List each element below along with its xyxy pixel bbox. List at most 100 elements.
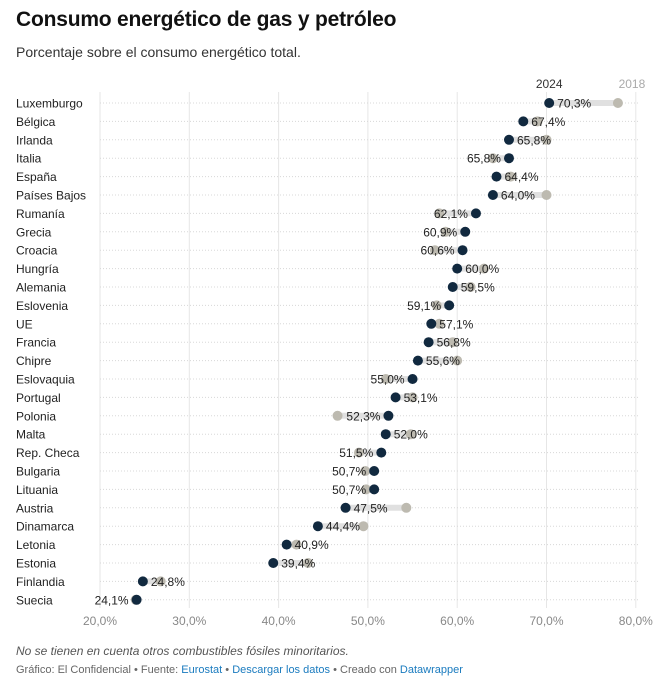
chart-subtitle: Porcentaje sobre el consumo energético t… (16, 44, 301, 60)
value-label-2024: 60,6% (421, 244, 455, 258)
dot-2018 (434, 208, 445, 219)
category-label: Portugal (16, 391, 61, 405)
created-prefix: • Creado con (330, 664, 400, 676)
value-label-2024: 64,0% (501, 189, 535, 203)
value-label-2024: 65,8% (517, 133, 551, 147)
category-label: Luxemburgo (16, 97, 83, 111)
dot-2024 (383, 410, 394, 421)
dot-2018 (434, 318, 445, 329)
value-label-2024: 59,1% (407, 299, 441, 313)
dot-2018 (303, 558, 314, 568)
dot-2024 (491, 171, 502, 182)
footnote: No se tienen en cuenta otros combustible… (16, 644, 349, 658)
value-label-2024: 53,1% (404, 391, 438, 405)
category-label: Estonia (16, 557, 56, 571)
category-label: Hungría (16, 262, 59, 276)
dot-2024 (452, 263, 463, 274)
dot-2024 (380, 429, 391, 440)
source-prefix: Gráfico: El Confidencial • Fuente: (16, 664, 182, 676)
category-label: Bulgaria (16, 465, 60, 479)
dot-2024 (268, 558, 279, 568)
category-label: Eslovaquia (16, 373, 75, 387)
dot-2024 (503, 134, 514, 145)
category-label: Países Bajos (16, 189, 86, 203)
value-label-2024: 70,3% (557, 97, 591, 111)
category-label: Lituania (16, 483, 58, 497)
category-label: Rumanía (16, 207, 65, 221)
category-label: Rep. Checa (16, 446, 80, 460)
category-label: Italia (16, 152, 42, 166)
category-label: Malta (16, 428, 46, 442)
dot-2018 (541, 190, 552, 200)
category-label: Irlanda (16, 133, 53, 147)
category-label: UE (16, 317, 33, 331)
dot-2024 (340, 502, 351, 513)
dot-2024 (390, 392, 401, 403)
category-label: Finlandia (16, 575, 65, 589)
x-tick-label: 20,0% (83, 614, 117, 628)
dot-2024 (312, 521, 323, 532)
dot-2024 (487, 190, 498, 200)
x-tick-label: 70,0% (529, 614, 563, 628)
separator: • (222, 664, 233, 676)
dot-2024 (457, 245, 468, 256)
dot-2018 (505, 171, 516, 182)
value-label-2024: 24,1% (95, 593, 129, 607)
value-label-2024: 52,3% (346, 409, 380, 423)
dot-2018 (532, 116, 543, 127)
legend-2024: 2024 (536, 77, 563, 91)
dot-2024 (376, 447, 387, 458)
dot-2018 (380, 374, 391, 384)
legend-2018: 2018 (619, 77, 646, 91)
value-label-2024: 64,4% (504, 170, 538, 184)
dot-2024 (369, 466, 380, 476)
datawrapper-link[interactable]: Datawrapper (399, 664, 463, 676)
dot-2018 (487, 153, 498, 164)
dot-2024 (407, 374, 418, 384)
category-label: Polonia (16, 409, 56, 423)
category-label: Letonia (16, 538, 56, 552)
eurostat-link[interactable]: Eurostat (181, 664, 223, 676)
dot-2018 (431, 300, 442, 311)
value-label-2024: 65,8% (467, 152, 501, 166)
category-label: Eslovenia (16, 299, 68, 313)
value-label-2024: 59,5% (461, 281, 495, 295)
x-tick-label: 80,0% (619, 614, 653, 628)
value-label-2024: 55,0% (371, 373, 405, 387)
download-data-link[interactable]: Descargar los datos (232, 664, 331, 676)
value-label-2024: 24,8% (151, 575, 185, 589)
dot-2024 (544, 98, 555, 108)
value-label-2024: 47,5% (354, 501, 388, 515)
dot-2018 (405, 429, 416, 440)
dot-2024 (503, 153, 514, 164)
dot-2018 (541, 134, 552, 145)
dot-2024 (281, 539, 292, 550)
value-label-2024: 67,4% (531, 115, 565, 129)
x-tick-label: 40,0% (262, 614, 296, 628)
x-tick-label: 60,0% (440, 614, 474, 628)
category-label: Croacia (16, 244, 58, 258)
dot-range-chart: 20,0% 30,0% 40,0% 50,0% 60,0% 70,0% 80,0% 2024 2… (16, 77, 653, 628)
value-label-2024: 50,7% (332, 483, 366, 497)
value-label-2024: 50,7% (332, 465, 366, 479)
value-label-2024: 40,9% (295, 538, 329, 552)
dot-2018 (291, 539, 302, 550)
value-label-2024: 57,1% (439, 317, 473, 331)
dot-2018 (452, 355, 463, 366)
dot-2024 (426, 318, 437, 329)
chart-title: Consumo energético de gas y petróleo (16, 8, 397, 31)
dot-2018 (361, 484, 372, 495)
dot-2018 (447, 337, 458, 348)
value-label-2024: 62,1% (434, 207, 468, 221)
category-label: Suecia (16, 593, 53, 607)
value-label-2024: 60,0% (465, 262, 499, 276)
category-label: Dinamarca (16, 520, 74, 534)
dot-2018 (407, 392, 418, 403)
dot-2018 (401, 502, 412, 513)
credits: Gráfico: El Confidencial • Fuente: Euros… (16, 664, 463, 676)
dot-2018 (360, 466, 371, 476)
value-label-2024: 39,4% (281, 557, 315, 571)
value-label-2024: 55,6% (426, 354, 460, 368)
dot-2018 (155, 576, 166, 587)
dot-2024 (131, 594, 142, 605)
